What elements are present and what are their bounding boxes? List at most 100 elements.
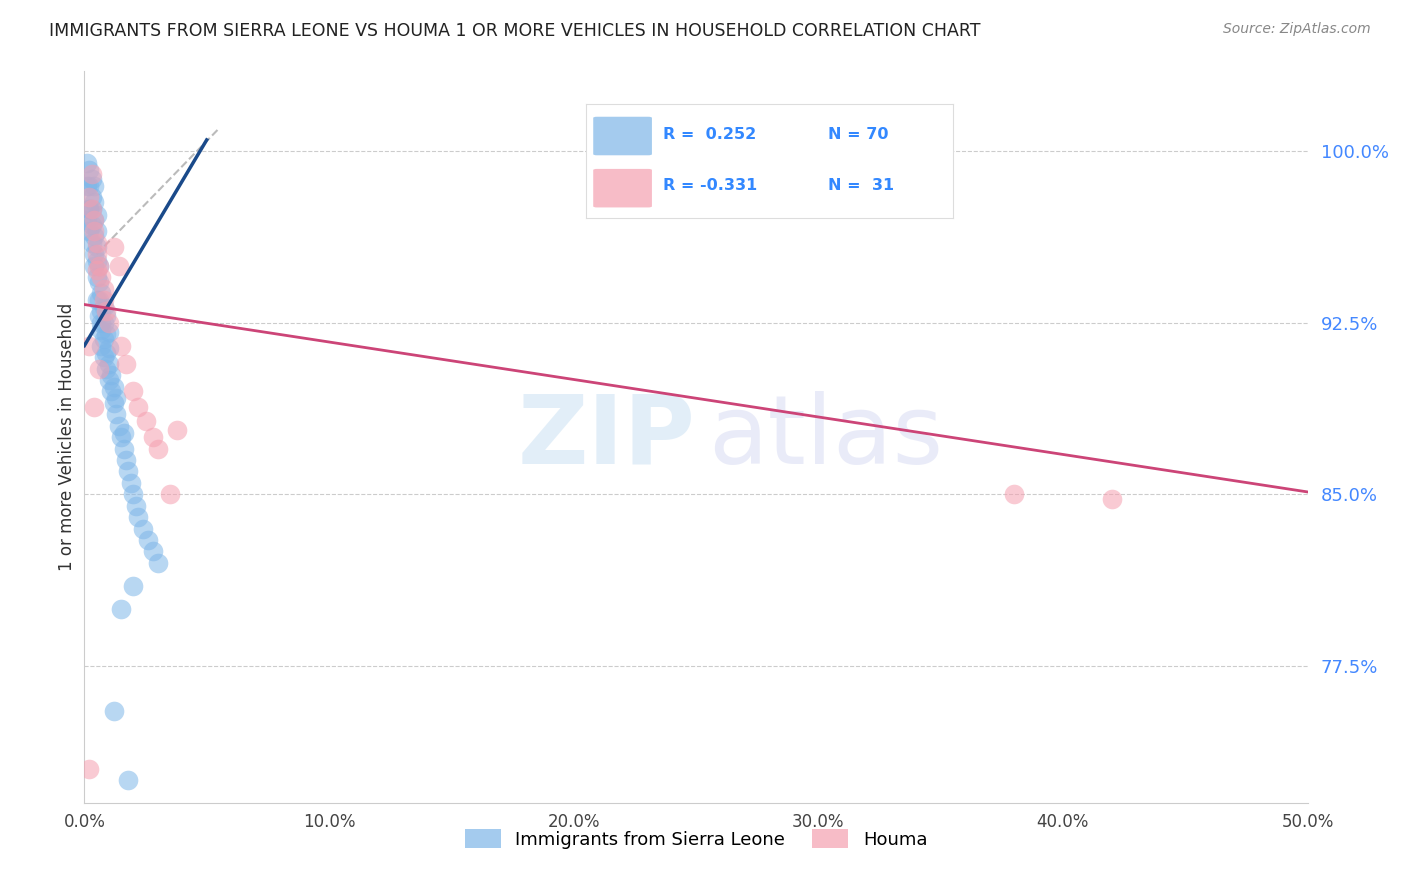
Point (90, 270, 112, 285)
Point (96, 361, 118, 376)
Point (97, 316, 120, 330)
Text: Source: ZipAtlas.com: Source: ZipAtlas.com (1223, 22, 1371, 37)
Point (90, 316, 112, 330)
Point (96, 345, 118, 359)
Point (115, 453, 138, 467)
Point (80, 171, 103, 186)
Point (80, 235, 103, 250)
Point (105, 391, 128, 405)
Point (86, 247, 108, 261)
Point (146, 442, 169, 456)
Point (93, 316, 115, 330)
Point (112, 442, 135, 456)
Point (86, 208, 108, 222)
Point (107, 418, 129, 433)
Point (142, 430, 165, 444)
Point (80, 202, 103, 216)
Point (83, 213, 105, 227)
Point (110, 430, 132, 444)
Point (77, 190, 100, 204)
Point (103, 396, 125, 410)
Point (97, 325, 120, 339)
Point (146, 556, 169, 570)
Point (125, 499, 148, 513)
Point (77, 338, 100, 352)
Point (96, 304, 118, 318)
Point (80, 190, 103, 204)
Point (80, 202, 103, 216)
Point (80, 218, 103, 232)
Point (90, 338, 112, 352)
Point (100, 384, 122, 399)
Point (83, 213, 105, 227)
Point (97, 373, 120, 387)
Point (86, 254, 108, 268)
Point (93, 332, 115, 346)
Point (83, 178, 105, 193)
Point (86, 240, 108, 254)
Point (136, 533, 159, 547)
Point (97, 341, 120, 355)
Point (77, 202, 100, 216)
Text: ZIP: ZIP (517, 391, 696, 483)
Point (86, 293, 108, 307)
Point (86, 263, 108, 277)
Point (83, 224, 105, 238)
Point (93, 293, 115, 307)
Point (87, 259, 110, 273)
Point (90, 286, 112, 301)
Point (107, 259, 129, 273)
Point (110, 601, 132, 615)
Point (135, 414, 157, 428)
Point (115, 357, 138, 371)
Point (142, 544, 165, 558)
Point (83, 259, 105, 273)
Point (80, 167, 103, 181)
Point (83, 401, 105, 415)
Point (166, 423, 188, 437)
Point (103, 240, 125, 254)
Point (77, 224, 100, 238)
Point (159, 487, 181, 501)
Point (76, 178, 98, 193)
Point (97, 357, 120, 371)
Point (87, 275, 110, 289)
Point (83, 228, 105, 243)
Point (122, 487, 145, 501)
Text: atlas: atlas (709, 391, 943, 483)
Point (1101, 491, 1123, 506)
Point (105, 407, 128, 421)
Point (127, 510, 149, 524)
Point (96, 309, 118, 323)
Point (77, 762, 100, 776)
Point (1002, 487, 1025, 501)
Point (87, 361, 110, 376)
Point (117, 464, 139, 478)
Point (86, 270, 108, 285)
Point (120, 475, 142, 490)
Point (96, 327, 118, 342)
Point (90, 304, 112, 318)
Point (83, 194, 105, 209)
Point (87, 309, 110, 323)
Point (93, 350, 115, 364)
Point (87, 293, 110, 307)
Y-axis label: 1 or more Vehicles in Household: 1 or more Vehicles in Household (58, 303, 76, 571)
Point (83, 247, 105, 261)
Point (122, 384, 145, 399)
Point (103, 380, 125, 394)
Point (93, 281, 115, 295)
Legend: Immigrants from Sierra Leone, Houma: Immigrants from Sierra Leone, Houma (457, 822, 935, 856)
Point (76, 155, 98, 169)
Point (87, 259, 110, 273)
Point (117, 772, 139, 787)
Point (100, 368, 122, 383)
Point (77, 178, 100, 193)
Point (86, 235, 108, 250)
Point (110, 338, 132, 352)
Text: IMMIGRANTS FROM SIERRA LEONE VS HOUMA 1 OR MORE VEHICLES IN HOUSEHOLD CORRELATIO: IMMIGRANTS FROM SIERRA LEONE VS HOUMA 1 … (49, 22, 981, 40)
Point (103, 704, 125, 718)
Point (112, 425, 135, 440)
Point (90, 323, 112, 337)
Point (122, 579, 145, 593)
